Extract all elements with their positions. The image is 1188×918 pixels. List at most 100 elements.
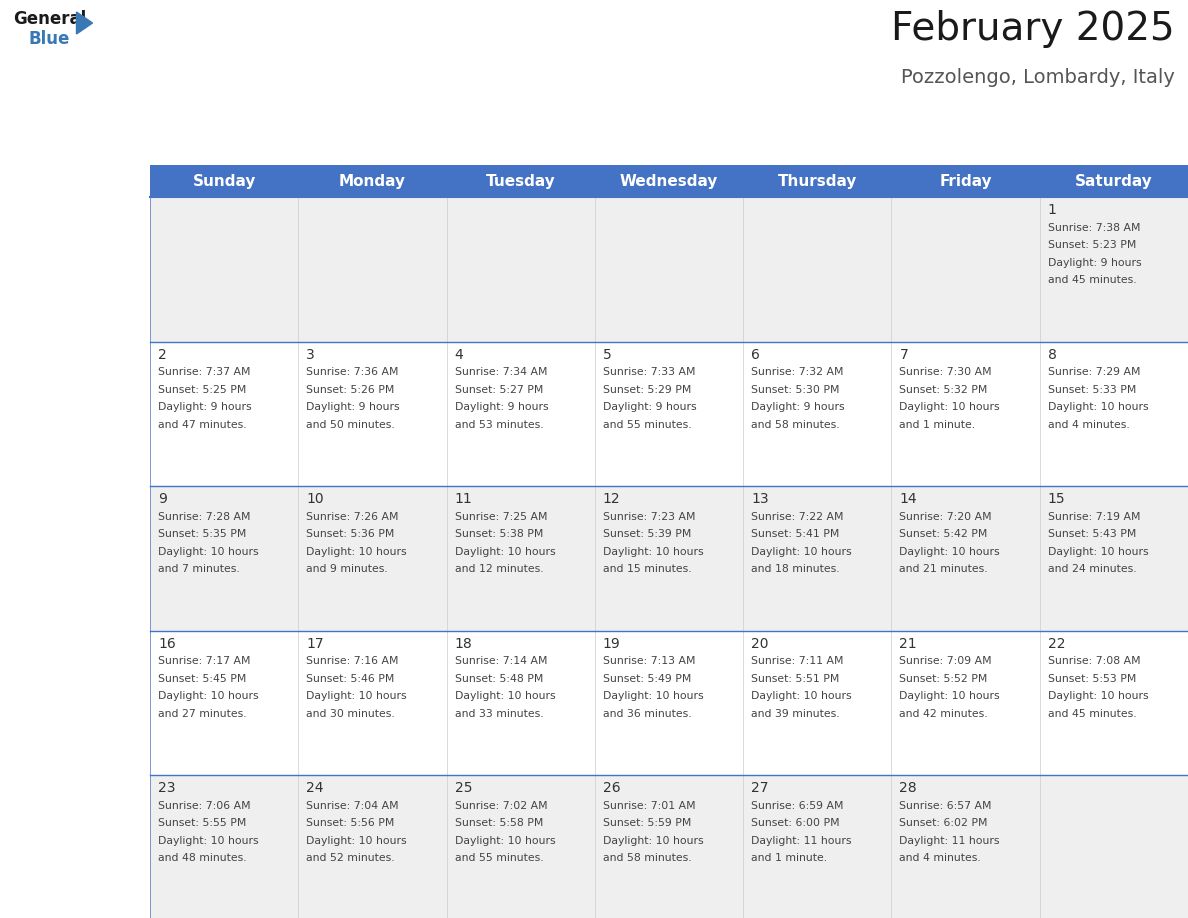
Text: Sunset: 5:46 PM: Sunset: 5:46 PM	[307, 674, 394, 684]
Text: and 12 minutes.: and 12 minutes.	[455, 565, 543, 574]
Text: and 39 minutes.: and 39 minutes.	[751, 709, 840, 719]
Text: Daylight: 10 hours: Daylight: 10 hours	[602, 691, 703, 701]
Text: Sunrise: 7:28 AM: Sunrise: 7:28 AM	[158, 511, 251, 521]
Text: and 21 minutes.: and 21 minutes.	[899, 565, 988, 574]
Bar	[298, 487, 447, 631]
Text: Daylight: 10 hours: Daylight: 10 hours	[1048, 402, 1149, 412]
Text: Saturday: Saturday	[1075, 174, 1152, 188]
Text: Daylight: 10 hours: Daylight: 10 hours	[455, 836, 555, 845]
Bar	[595, 776, 744, 918]
Text: and 27 minutes.: and 27 minutes.	[158, 709, 247, 719]
Bar	[298, 631, 447, 776]
Text: Daylight: 10 hours: Daylight: 10 hours	[455, 547, 555, 556]
Text: Sunset: 5:33 PM: Sunset: 5:33 PM	[1048, 385, 1136, 395]
Text: Sunset: 5:42 PM: Sunset: 5:42 PM	[899, 529, 987, 539]
Text: 1: 1	[1048, 203, 1056, 217]
Text: and 55 minutes.: and 55 minutes.	[455, 854, 543, 864]
Text: Daylight: 9 hours: Daylight: 9 hours	[1048, 258, 1142, 267]
Text: 9: 9	[158, 492, 166, 506]
Text: Sunrise: 7:11 AM: Sunrise: 7:11 AM	[751, 656, 843, 666]
Text: and 7 minutes.: and 7 minutes.	[158, 565, 240, 574]
Text: 25: 25	[455, 781, 472, 795]
Text: Daylight: 10 hours: Daylight: 10 hours	[1048, 547, 1149, 556]
Text: Sunset: 5:41 PM: Sunset: 5:41 PM	[751, 529, 840, 539]
Bar	[447, 631, 595, 776]
Text: Sunset: 5:53 PM: Sunset: 5:53 PM	[1048, 674, 1136, 684]
Text: Daylight: 10 hours: Daylight: 10 hours	[455, 691, 555, 701]
Text: Sunset: 5:56 PM: Sunset: 5:56 PM	[307, 819, 394, 828]
Bar	[891, 776, 1040, 918]
Text: Sunset: 5:30 PM: Sunset: 5:30 PM	[751, 385, 840, 395]
Text: February 2025: February 2025	[891, 10, 1175, 48]
Text: Sunrise: 7:01 AM: Sunrise: 7:01 AM	[602, 800, 695, 811]
Text: and 33 minutes.: and 33 minutes.	[455, 709, 543, 719]
Text: Sunrise: 7:20 AM: Sunrise: 7:20 AM	[899, 511, 992, 521]
Text: Daylight: 9 hours: Daylight: 9 hours	[158, 402, 252, 412]
Bar	[744, 341, 891, 487]
Text: Sunset: 5:49 PM: Sunset: 5:49 PM	[602, 674, 691, 684]
Bar	[150, 165, 1188, 197]
Text: Sunrise: 7:37 AM: Sunrise: 7:37 AM	[158, 367, 251, 377]
Text: Sunset: 5:52 PM: Sunset: 5:52 PM	[899, 674, 987, 684]
Text: 15: 15	[1048, 492, 1066, 506]
Text: Daylight: 10 hours: Daylight: 10 hours	[751, 691, 852, 701]
Text: Sunrise: 7:06 AM: Sunrise: 7:06 AM	[158, 800, 251, 811]
Text: Sunrise: 7:25 AM: Sunrise: 7:25 AM	[455, 511, 546, 521]
Text: 20: 20	[751, 637, 769, 651]
Bar	[447, 776, 595, 918]
Text: Sunset: 5:32 PM: Sunset: 5:32 PM	[899, 385, 987, 395]
Bar	[1040, 776, 1188, 918]
Bar	[744, 631, 891, 776]
Text: and 55 minutes.: and 55 minutes.	[602, 420, 691, 430]
Text: Sunset: 5:39 PM: Sunset: 5:39 PM	[602, 529, 691, 539]
Text: Sunrise: 7:30 AM: Sunrise: 7:30 AM	[899, 367, 992, 377]
Text: Sunset: 6:02 PM: Sunset: 6:02 PM	[899, 819, 988, 828]
Bar	[744, 776, 891, 918]
Bar	[1040, 631, 1188, 776]
Text: Sunset: 5:29 PM: Sunset: 5:29 PM	[602, 385, 691, 395]
Text: Daylight: 9 hours: Daylight: 9 hours	[602, 402, 696, 412]
Text: Sunrise: 7:17 AM: Sunrise: 7:17 AM	[158, 656, 251, 666]
Text: Sunrise: 7:36 AM: Sunrise: 7:36 AM	[307, 367, 399, 377]
Bar	[150, 631, 298, 776]
Text: and 53 minutes.: and 53 minutes.	[455, 420, 543, 430]
Text: Daylight: 9 hours: Daylight: 9 hours	[455, 402, 548, 412]
Text: Sunset: 5:27 PM: Sunset: 5:27 PM	[455, 385, 543, 395]
Text: 11: 11	[455, 492, 473, 506]
Text: and 45 minutes.: and 45 minutes.	[1048, 709, 1137, 719]
Text: Blue: Blue	[29, 30, 69, 48]
Text: Sunset: 5:45 PM: Sunset: 5:45 PM	[158, 674, 246, 684]
Text: Daylight: 10 hours: Daylight: 10 hours	[158, 836, 259, 845]
Text: Sunset: 5:35 PM: Sunset: 5:35 PM	[158, 529, 246, 539]
Text: Sunrise: 7:33 AM: Sunrise: 7:33 AM	[602, 367, 695, 377]
Bar	[1040, 487, 1188, 631]
Text: 17: 17	[307, 637, 324, 651]
Text: and 4 minutes.: and 4 minutes.	[899, 854, 981, 864]
Text: Sunrise: 6:59 AM: Sunrise: 6:59 AM	[751, 800, 843, 811]
Text: Sunset: 5:38 PM: Sunset: 5:38 PM	[455, 529, 543, 539]
Text: Sunset: 5:58 PM: Sunset: 5:58 PM	[455, 819, 543, 828]
Text: Sunrise: 7:38 AM: Sunrise: 7:38 AM	[1048, 222, 1140, 232]
Text: and 58 minutes.: and 58 minutes.	[751, 420, 840, 430]
Text: and 18 minutes.: and 18 minutes.	[751, 565, 840, 574]
Bar	[1040, 341, 1188, 487]
Text: and 15 minutes.: and 15 minutes.	[602, 565, 691, 574]
Text: Tuesday: Tuesday	[486, 174, 556, 188]
Text: Daylight: 11 hours: Daylight: 11 hours	[899, 836, 1000, 845]
Text: 2: 2	[158, 348, 166, 362]
Bar	[150, 776, 298, 918]
Text: Sunset: 5:43 PM: Sunset: 5:43 PM	[1048, 529, 1136, 539]
Text: 14: 14	[899, 492, 917, 506]
Bar	[595, 197, 744, 341]
Text: and 36 minutes.: and 36 minutes.	[602, 709, 691, 719]
Text: Sunrise: 7:23 AM: Sunrise: 7:23 AM	[602, 511, 695, 521]
Text: Friday: Friday	[940, 174, 992, 188]
Bar	[447, 197, 595, 341]
Text: and 24 minutes.: and 24 minutes.	[1048, 565, 1137, 574]
Text: 16: 16	[158, 637, 176, 651]
Text: Daylight: 9 hours: Daylight: 9 hours	[307, 402, 400, 412]
Text: 3: 3	[307, 348, 315, 362]
Text: Daylight: 10 hours: Daylight: 10 hours	[899, 402, 1000, 412]
Text: Sunrise: 7:16 AM: Sunrise: 7:16 AM	[307, 656, 399, 666]
Bar	[595, 487, 744, 631]
